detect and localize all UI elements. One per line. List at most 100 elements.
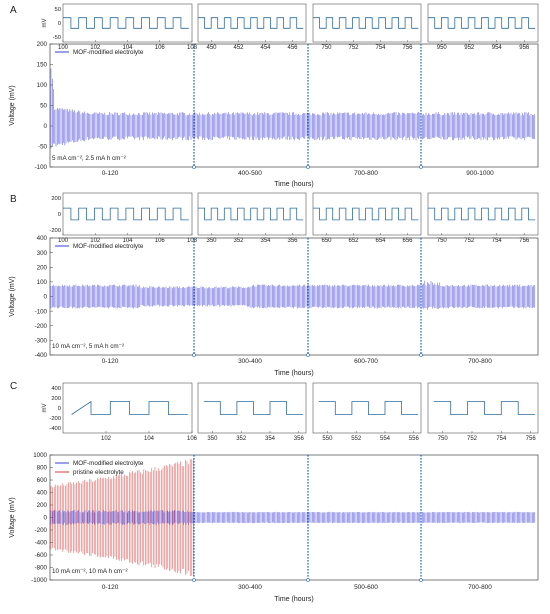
legend-label: MOF-modified electrolyte: [73, 49, 144, 56]
x-segment-label: 400-500: [238, 170, 262, 177]
y-tick-label: 600: [37, 477, 48, 484]
inset-frame: [62, 3, 193, 43]
y-tick-label: -200: [35, 323, 48, 330]
inset-frame: [427, 192, 539, 236]
axis-break-marker: [306, 578, 310, 582]
panel-letter: B: [10, 194, 17, 205]
inset-tick-label: 104: [144, 436, 155, 442]
inset-voltage-trace: [433, 401, 536, 415]
x-segment-label: 600-700: [354, 358, 378, 365]
y-axis-label: Voltage (mV): [9, 497, 16, 537]
y-tick-label: 300: [37, 250, 48, 257]
inset-tick-label: 450: [206, 45, 217, 51]
inset-tick-label: 754: [375, 45, 386, 51]
inset-tick-label: 756: [519, 238, 530, 244]
series-mof-modified-electrolyte: [50, 68, 536, 149]
inset-tick-label: 354: [260, 238, 271, 244]
inset-tick-label: 950: [437, 45, 448, 51]
inset-voltage-trace: [203, 401, 304, 415]
inset-frame: [427, 3, 539, 43]
y-tick-label: 1000: [33, 452, 47, 459]
y-tick-label: 800: [37, 465, 48, 472]
inset-ytick-label: -200: [49, 416, 61, 422]
inset-tick-label: 356: [294, 436, 305, 442]
inset-tick-label: 752: [464, 238, 475, 244]
y-tick-label: 200: [37, 502, 48, 509]
inset-tick-label: 354: [265, 436, 276, 442]
y-tick-label: 100: [37, 82, 48, 89]
y-tick-label: 0: [44, 123, 48, 130]
axis-break-marker: [306, 353, 310, 357]
inset-tick-label: 952: [464, 45, 475, 51]
inset-ytick-label: 0: [58, 21, 61, 27]
inset-tick-label: 350: [206, 238, 217, 244]
inset-tick-label: 752: [348, 45, 359, 51]
y-tick-label: -100: [35, 164, 48, 171]
panel-letter: A: [10, 5, 17, 16]
inset-tick-label: 356: [287, 238, 298, 244]
y-tick-label: 0: [44, 515, 48, 522]
legend-label: MOF-modified electrolyte: [73, 460, 144, 467]
inset-tick-label: 750: [321, 45, 332, 51]
x-segment-label: 300-400: [238, 584, 262, 591]
condition-label: 5 mA cm⁻², 2.5 mA h cm⁻²: [52, 155, 126, 162]
inset-ytick-label: -50: [53, 35, 61, 41]
inset-voltage-trace: [313, 17, 419, 29]
y-tick-label: 150: [37, 62, 48, 69]
inset-tick-label: 352: [233, 238, 244, 244]
inset-voltage-trace: [63, 207, 189, 221]
inset-frame: [62, 382, 193, 434]
inset-tick-label: 756: [402, 45, 413, 51]
inset-frame: [197, 382, 307, 434]
x-segment-label: 900-1000: [466, 170, 494, 177]
inset-ylabel: mV: [42, 19, 48, 28]
y-tick-label: 200: [37, 41, 48, 48]
inset-tick-label: 106: [155, 238, 166, 244]
inset-voltage-trace: [198, 17, 304, 29]
condition-label: 10 mA cm⁻², 10 mA h cm⁻²: [52, 568, 128, 575]
inset-tick-label: 106: [187, 436, 198, 442]
x-segment-label: 700-800: [468, 584, 492, 591]
inset-tick-label: 750: [437, 238, 448, 244]
y-tick-label: 400: [37, 490, 48, 497]
mof-trace: [50, 510, 536, 525]
inset-voltage-trace: [63, 17, 189, 29]
series-mof-modified-electrolyte: [50, 510, 536, 525]
x-segment-label: 300-400: [238, 358, 262, 365]
inset-voltage-trace: [318, 401, 419, 415]
inset-frame: [312, 382, 422, 434]
x-segment-label: 0-120: [102, 358, 119, 365]
inset-tick-label: 552: [351, 436, 362, 442]
inset-tick-label: 750: [438, 436, 449, 442]
inset-tick-label: 650: [321, 238, 332, 244]
axis-break-marker: [419, 578, 423, 582]
inset-ytick-label: 200: [51, 396, 61, 402]
y-tick-label: -800: [35, 565, 48, 572]
x-axis-label: Time (hours): [274, 181, 313, 188]
inset-tick-label: 656: [402, 238, 413, 244]
inset-tick-label: 102: [101, 436, 112, 442]
x-axis-label: Time (hours): [274, 370, 313, 377]
inset-tick-label: 556: [409, 436, 420, 442]
y-tick-label: -400: [35, 540, 48, 547]
series-mof-modified-electrolyte: [50, 280, 536, 310]
legend-label: MOF-modified electrolyte: [73, 243, 144, 250]
y-tick-label: -50: [38, 144, 48, 151]
axis-break-marker: [192, 353, 196, 357]
y-tick-label: -600: [35, 552, 48, 559]
x-segment-label: 500-600: [354, 584, 378, 591]
condition-label: 10 mA cm⁻², 5 mA h cm⁻²: [52, 343, 124, 350]
inset-ylabel: mV: [42, 404, 48, 413]
x-segment-label: 0-120: [102, 584, 119, 591]
y-tick-label: 50: [40, 103, 47, 110]
y-axis-label: Voltage (mV): [9, 276, 16, 316]
x-segment-label: 700-800: [354, 170, 378, 177]
inset-ytick-label: 50: [55, 7, 61, 13]
inset-frame: [62, 192, 193, 236]
axis-break-marker: [306, 165, 310, 169]
inset-voltage-trace: [428, 207, 536, 221]
legend-label: pristine electrolyte: [73, 469, 124, 476]
inset-tick-label: 104: [122, 238, 133, 244]
inset-tick-label: 956: [519, 45, 530, 51]
